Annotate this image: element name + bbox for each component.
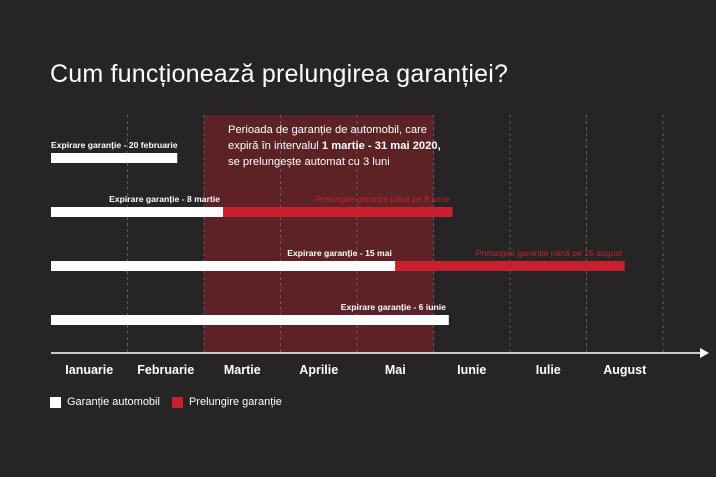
extension-bar-3: [395, 261, 625, 271]
warranty-bar-1: [51, 153, 178, 163]
legend-swatch-warranty: [50, 396, 61, 408]
month-label-6: Iunie: [457, 363, 487, 377]
warranty-bar-label-4: Expirare garanție - 6 iunie: [340, 302, 446, 312]
x-axis-arrow: [700, 348, 709, 358]
legend-swatch-extension: [171, 396, 183, 408]
month-label-5: Mai: [384, 363, 406, 377]
warranty-bar-3: [51, 261, 396, 271]
extension-bar-2: [223, 207, 453, 217]
extension-bar-label-2: Prelungire garanție până pe 8 iunie: [315, 194, 450, 204]
note-line-2-bold: 1 martie - 31 mai 2020,: [321, 140, 441, 152]
legend-label-warranty: Garanție automobil: [67, 396, 160, 408]
extension-bar-label-3: Prelungire garanție până pe 15 august: [475, 248, 622, 258]
note-line-1: Perioada de garanție de automobil, care: [228, 124, 428, 136]
month-label-3: Martie: [223, 363, 261, 377]
legend: Garanție automobil Prelungire garanție: [50, 396, 294, 408]
highlight-period-band: [204, 115, 434, 353]
warranty-bar-label-3: Expirare garanție - 15 mai: [287, 248, 392, 258]
warranty-bar-2: [51, 207, 224, 217]
legend-item-warranty: Garanție automobil: [50, 396, 160, 408]
legend-item-extension: Prelungire garanție: [171, 396, 282, 408]
month-label-2: Februarie: [137, 363, 195, 377]
month-label-8: August: [603, 363, 647, 377]
note-line-3: se prelungește automat cu 3 luni: [228, 156, 390, 168]
legend-label-extension: Prelungire garanție: [188, 396, 282, 408]
month-label-7: Iulie: [535, 363, 561, 377]
chart-title: Cum funcționează prelungirea garanției?: [50, 60, 509, 88]
warranty-bar-label-1: Expirare garanție - 20 februarie: [51, 140, 178, 150]
warranty-bar-label-2: Expirare garanție - 8 martie: [109, 194, 220, 204]
warranty-bar-4: [51, 315, 449, 325]
month-label-4: Aprilie: [299, 363, 339, 377]
period-note: Perioada de garanție de automobil, care …: [228, 122, 458, 170]
month-label-1: Ianuarie: [65, 363, 114, 377]
note-line-2-prefix: expiră în intervalul: [228, 140, 322, 152]
